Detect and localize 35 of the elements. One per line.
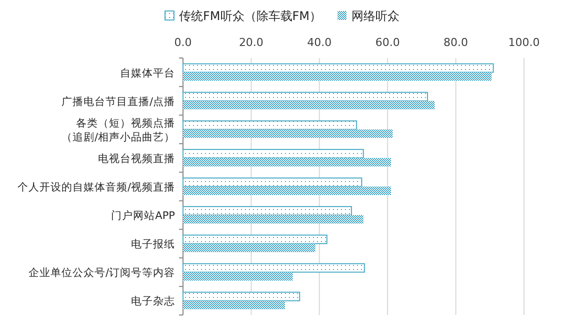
bar: [182, 63, 494, 73]
bar: [183, 100, 435, 110]
bar: [182, 234, 328, 244]
bar: [183, 300, 285, 310]
x-tick-label: 40.0: [307, 36, 332, 49]
legend-label: 网络听众: [352, 9, 400, 23]
y-tick-label: 个人开设的自媒体音频/视频直播: [17, 180, 175, 194]
bar: [182, 292, 300, 302]
bar: [182, 92, 428, 102]
x-tick-label: 20.0: [238, 36, 264, 49]
y-tick-label: 门户网站APP: [111, 209, 175, 222]
x-tick-label: 80.0: [444, 36, 468, 49]
bar: [182, 148, 364, 158]
bar: [182, 206, 352, 216]
y-tick-label: 广播电台节目直播/点播: [61, 94, 175, 108]
y-tick-label: 自媒体平台: [120, 66, 175, 80]
bar: [183, 186, 392, 195]
bar: [183, 272, 293, 281]
x-tick-label: 60.0: [375, 36, 400, 49]
y-tick-label: 电子杂志: [131, 294, 175, 308]
legend-label: 传统FM听众（除车载FM）: [179, 9, 322, 23]
bar: [183, 72, 492, 81]
bar: [182, 263, 365, 273]
x-tick-label: 100.0: [508, 36, 540, 49]
bar: [182, 178, 362, 187]
x-tick-label: 0.0: [174, 36, 192, 49]
bar: [182, 120, 358, 130]
bar: [183, 244, 316, 252]
y-tick-label: 电子报纸: [131, 238, 175, 251]
bar: [183, 158, 392, 166]
y-tick-label: 各类（短）视频点播（追剧/相声小品曲艺）: [61, 116, 175, 144]
y-tick-label: 企业单位公众号/订阅号等内容: [28, 266, 175, 280]
bar: [183, 215, 364, 224]
bar: [183, 129, 393, 138]
y-tick-label: 电视台视频直播: [98, 152, 175, 165]
